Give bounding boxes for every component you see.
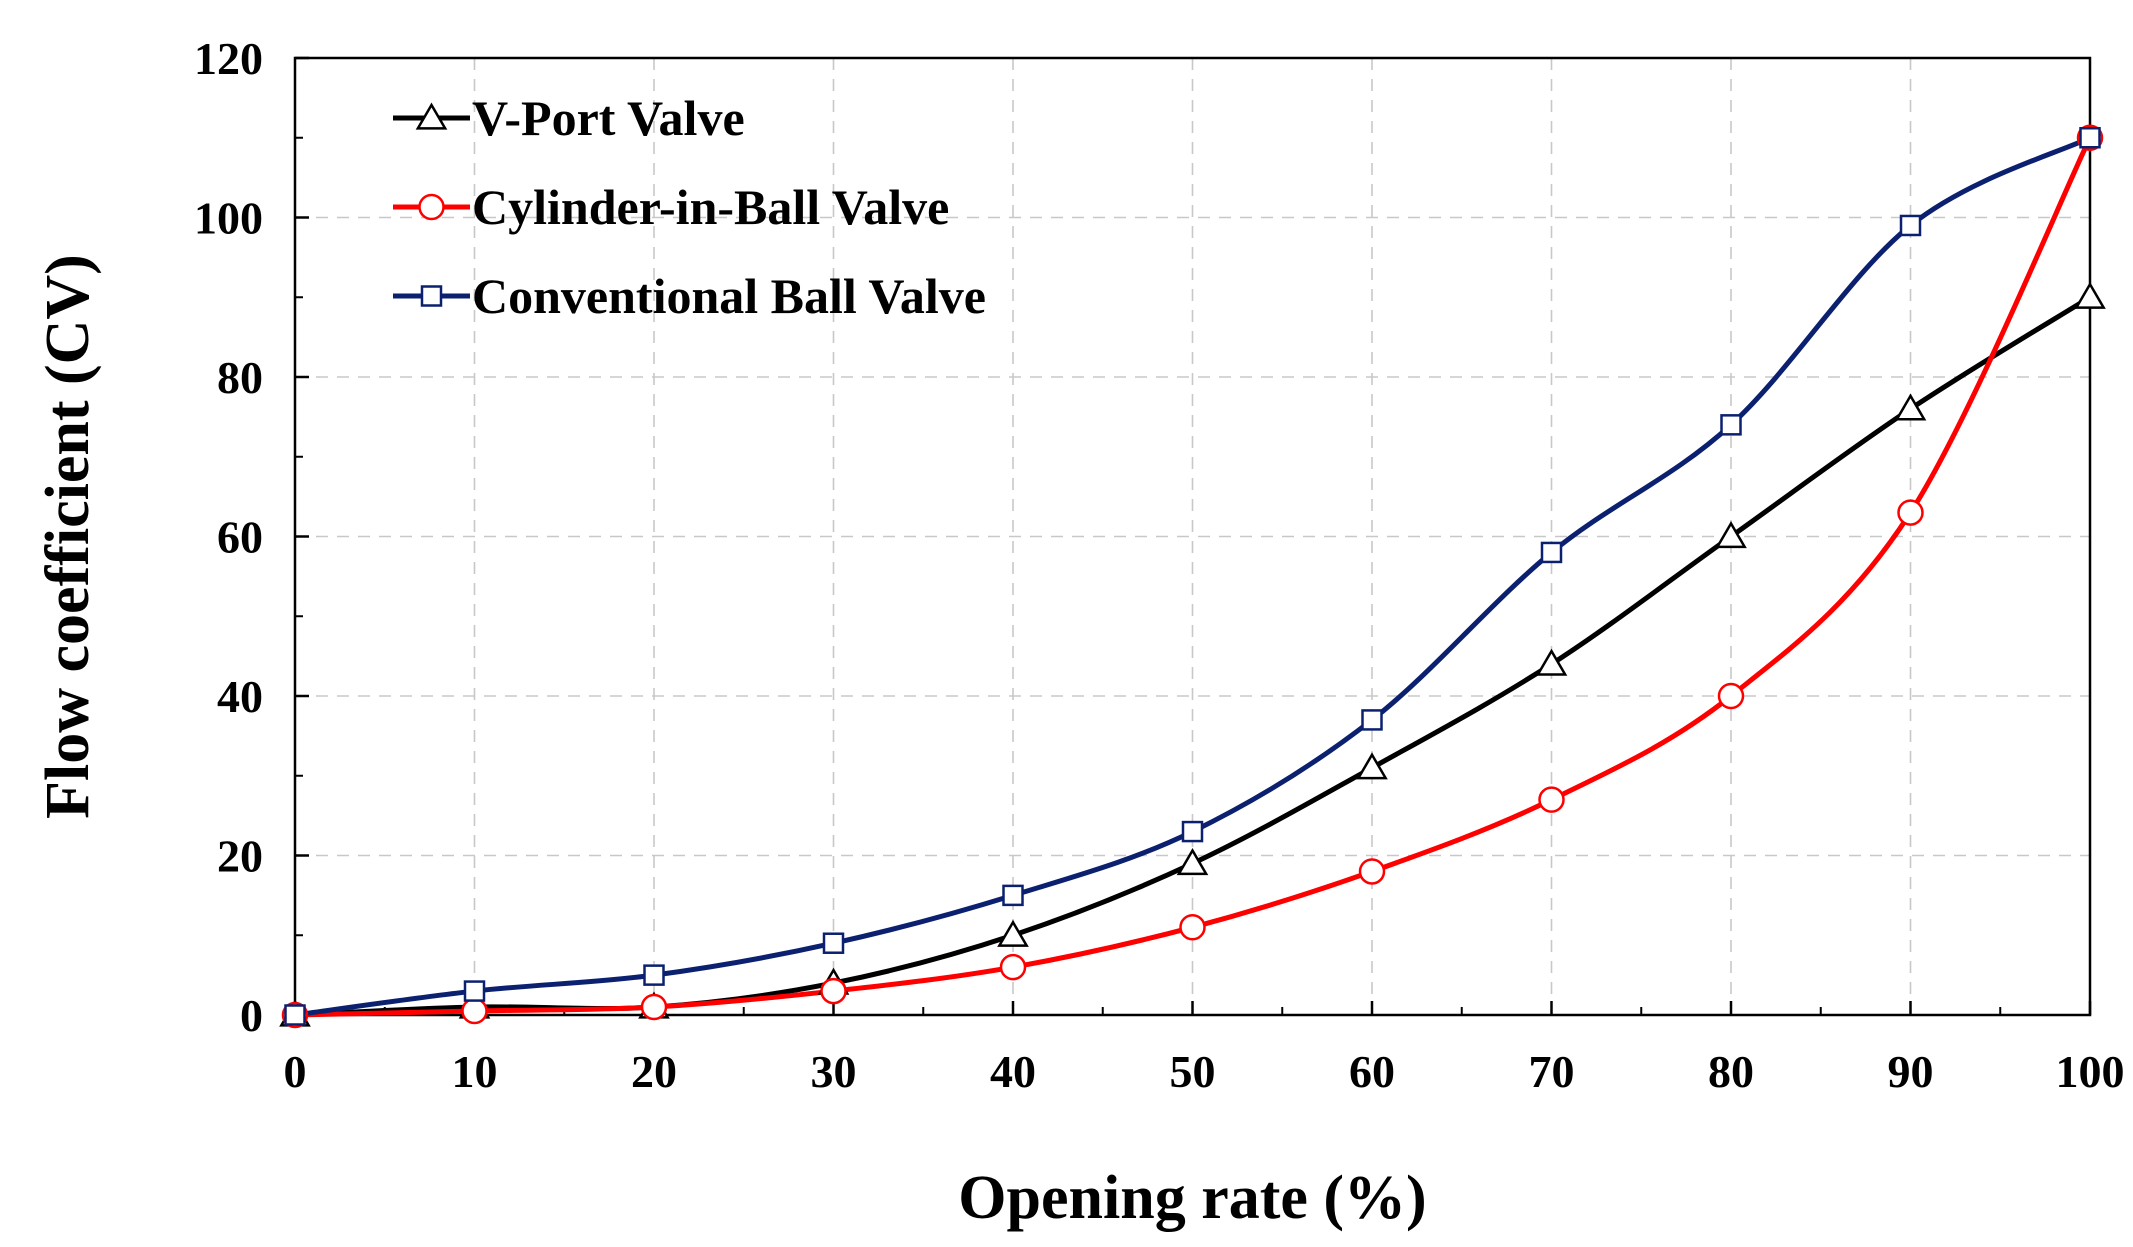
data-point-triangle: [1176, 847, 1209, 876]
data-point-square: [1720, 414, 1742, 436]
legend: V-Port Valve Cylinder-in-Ball Valve Conven…: [393, 90, 986, 324]
data-point-circle: [461, 997, 488, 1025]
x-tick-label: 20: [631, 1046, 677, 1097]
data-point-triangle: [2074, 281, 2106, 309]
x-tick-label: 60: [1349, 1046, 1395, 1097]
data-point-triangle: [1715, 521, 1747, 549]
legend-item: Conventional Ball Valve: [393, 268, 986, 324]
x-tick-label: 30: [811, 1046, 857, 1097]
series-lines: [292, 135, 2093, 1018]
legend-marker-square: [420, 285, 443, 307]
y-tick-label: 40: [217, 671, 263, 722]
legend-label: Conventional Ball Valve: [472, 268, 986, 324]
x-tick-label: 80: [1708, 1046, 1754, 1097]
legend-item: Cylinder-in-Ball Valve: [393, 179, 949, 235]
y-tick-label: 60: [217, 512, 263, 563]
data-point-circle: [640, 993, 668, 1021]
data-point-square: [2079, 127, 2101, 149]
legend-marker-circle: [418, 193, 445, 221]
data-point-circle: [1179, 914, 1206, 941]
series-line-2: [292, 135, 2093, 1018]
y-tick-label: 20: [217, 831, 263, 882]
x-axis-title: Opening rate (%): [958, 1164, 1426, 1232]
axis-ticks: 0 10 20 30 40 50 60 70 80 90 100 0 20 40 60 80 100 120: [194, 33, 2125, 1097]
data-point-triangle: [1535, 648, 1568, 676]
data-point-triangle: [1894, 393, 1927, 421]
data-point-square: [643, 964, 665, 986]
x-tick-label: 70: [1529, 1046, 1575, 1097]
data-point-circle: [999, 953, 1027, 981]
data-point-square: [463, 980, 486, 1002]
series-line-3: [292, 135, 2093, 1018]
data-point-circle: [1717, 682, 1745, 710]
data-point-square: [284, 1004, 306, 1026]
data-point-square: [822, 932, 845, 954]
data-point-triangle: [1356, 752, 1388, 780]
y-tick-label: 80: [217, 352, 263, 403]
data-point-square: [1361, 709, 1383, 731]
legend-label: Cylinder-in-Ball Valve: [472, 179, 949, 235]
x-tick-label: 0: [284, 1046, 307, 1097]
y-axis-title: Flow coefficient (CV): [34, 254, 102, 819]
x-tick-label: 100: [2056, 1046, 2125, 1097]
data-point-circle: [1538, 786, 1565, 813]
data-point-square: [1540, 541, 1563, 564]
data-point-square: [1181, 820, 1204, 843]
x-tick-label: 10: [452, 1046, 498, 1097]
y-tick-label: 0: [240, 990, 263, 1041]
grid: [295, 58, 2090, 1015]
data-point-circle: [1897, 499, 1924, 526]
x-tick-label: 90: [1888, 1046, 1934, 1097]
x-tick-label: 40: [990, 1046, 1036, 1097]
data-point-square: [1002, 884, 1024, 907]
series-markers: [279, 124, 2106, 1029]
y-tick-label: 100: [194, 193, 263, 244]
x-tick-label: 50: [1170, 1046, 1216, 1097]
data-point-square: [1899, 214, 1922, 237]
legend-item: V-Port Valve: [393, 90, 745, 146]
data-point-triangle: [997, 919, 1029, 947]
data-point-circle: [820, 977, 847, 1005]
y-tick-label: 120: [194, 33, 263, 84]
legend-marker-triangle: [415, 102, 448, 130]
legend-label: V-Port Valve: [472, 90, 745, 146]
data-point-circle: [1358, 858, 1386, 885]
